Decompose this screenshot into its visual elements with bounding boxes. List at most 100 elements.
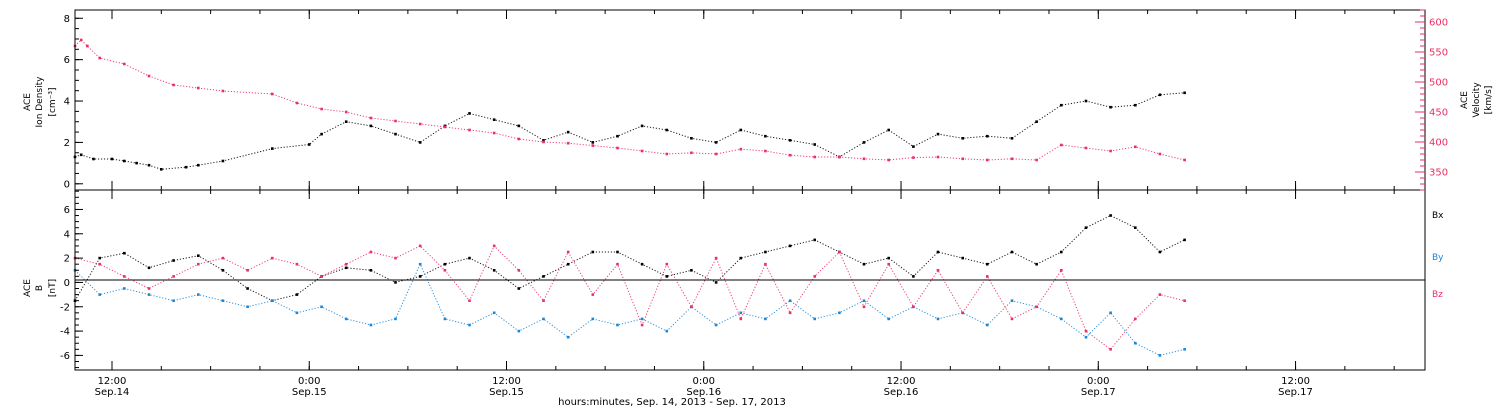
data-point-velocity [887, 158, 890, 162]
data-point-ion-density [764, 134, 767, 138]
data-point-bx [665, 275, 669, 278]
data-point-bz [1109, 348, 1112, 351]
data-point-velocity [566, 141, 570, 145]
data-point-by [147, 293, 151, 296]
data-point-ion-density [1134, 103, 1137, 107]
data-point-by [468, 323, 471, 327]
data-point-by [862, 299, 866, 302]
x-tick-date-1: Sep.15 [292, 387, 327, 398]
data-point-velocity [838, 155, 841, 159]
data-point-bx [616, 250, 619, 254]
data-point-bx [344, 266, 348, 270]
y-tick-label-left-0-4: 8 [64, 14, 70, 25]
x-axis-label: hours:minutes, Sep. 14, 2013 - Sep. 17, … [558, 397, 786, 408]
data-point-velocity [616, 146, 619, 150]
data-point-velocity [197, 86, 200, 90]
data-point-ion-density [887, 128, 890, 132]
data-point-bz [295, 262, 299, 266]
data-point-velocity [788, 153, 792, 157]
data-point-bz [665, 262, 669, 266]
data-point-velocity [517, 137, 521, 141]
data-point-velocity [172, 83, 175, 87]
legend-by: By [1432, 253, 1444, 263]
data-point-ion-density [197, 163, 200, 167]
data-point-bz [492, 244, 496, 248]
data-point-ion-density [1183, 91, 1186, 95]
data-point-ion-density [135, 161, 138, 165]
data-point-by [887, 317, 890, 321]
data-point-bz [320, 275, 323, 278]
data-point-velocity [813, 155, 816, 159]
x-tick-time-2: 12:00 [492, 376, 521, 387]
data-point-bz [764, 262, 767, 266]
data-point-velocity [1084, 146, 1088, 150]
data-point-bx [197, 254, 200, 257]
data-point-ion-density [862, 141, 866, 144]
data-point-ion-density [418, 141, 422, 144]
data-point-bx [912, 275, 915, 278]
data-point-by [172, 299, 175, 302]
data-point-by [1158, 354, 1162, 357]
y-tick-label-left-1-1: -4 [60, 327, 70, 338]
ylabel-b-line2: B [35, 285, 45, 291]
data-point-velocity [714, 152, 718, 156]
x-tick-date-4: Sep.16 [884, 387, 919, 398]
data-point-bz [714, 256, 718, 260]
data-point-ion-density [92, 157, 95, 161]
data-point-by [936, 317, 940, 321]
x-tick-date-6: Sep.17 [1278, 387, 1313, 398]
y-tick-label-left-1-4: 2 [64, 254, 70, 265]
data-point-ion-density [739, 128, 743, 132]
data-point-bz [887, 262, 890, 266]
data-point-ion-density [110, 157, 114, 161]
data-point-velocity [344, 110, 348, 114]
data-point-by [665, 329, 669, 333]
ylabel-velocity-line3: [km/s] [1484, 86, 1494, 115]
data-point-ion-density [344, 120, 348, 123]
data-point-ion-density [184, 165, 188, 169]
data-point-ion-density [160, 168, 163, 171]
data-point-bz [147, 287, 151, 290]
data-point-velocity [123, 62, 126, 66]
data-point-by [246, 305, 249, 309]
data-point-bx [788, 244, 792, 248]
data-point-bx [739, 256, 743, 260]
data-point-bx [369, 269, 373, 272]
data-point-velocity [862, 157, 866, 161]
y-tick-label-left-1-0: -6 [60, 351, 70, 362]
data-point-by [986, 323, 989, 327]
data-point-bx [517, 287, 521, 290]
data-point-bz [394, 256, 397, 260]
data-point-velocity [369, 116, 373, 120]
data-point-bz [690, 305, 693, 309]
y-tick-label-right-4: 550 [1429, 48, 1448, 59]
data-point-velocity [295, 101, 299, 105]
data-point-by [123, 287, 126, 290]
ylabel-velocity-line1: ACE [1460, 91, 1470, 109]
data-point-bx [98, 256, 101, 260]
data-point-ion-density [690, 137, 693, 140]
data-point-bx [443, 262, 447, 266]
data-point-by [1109, 311, 1112, 315]
x-tick-time-0: 12:00 [98, 376, 127, 387]
data-point-velocity [1109, 149, 1112, 153]
data-point-bx [123, 251, 126, 255]
y-tick-label-right-0: 350 [1429, 168, 1448, 179]
data-point-bx [862, 262, 866, 266]
data-point-by [1060, 317, 1063, 321]
data-point-bx [1060, 250, 1063, 254]
series-line-bx [74, 214, 1185, 302]
series-line-velocity [74, 39, 1185, 161]
data-point-bz [616, 262, 619, 266]
data-point-velocity [912, 156, 915, 159]
data-point-ion-density [517, 124, 521, 128]
data-point-bz [123, 275, 126, 278]
data-point-ion-density [566, 130, 570, 134]
legend-bx: Bx [1432, 211, 1444, 221]
data-point-bz [739, 317, 743, 321]
data-point-ion-density [986, 134, 989, 138]
data-point-bz [197, 262, 200, 266]
data-point-velocity [221, 89, 225, 93]
data-point-velocity [98, 56, 101, 60]
data-point-velocity [271, 92, 274, 96]
